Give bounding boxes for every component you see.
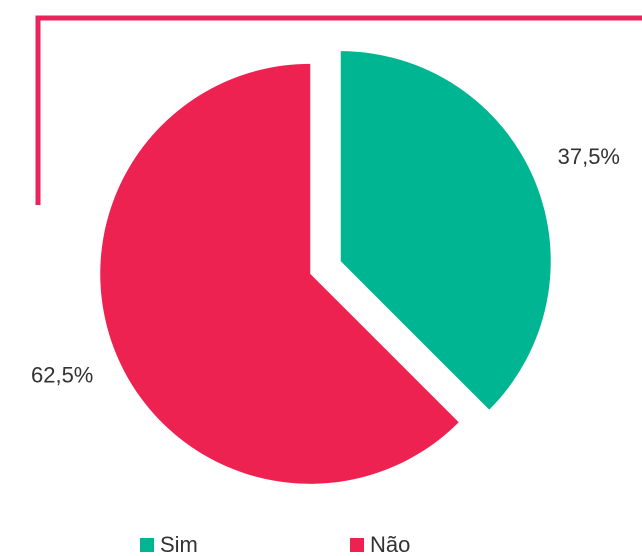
- legend-swatch: [140, 538, 154, 552]
- decorative-frame: [35, 15, 642, 205]
- pie-slice: [340, 51, 551, 410]
- data-label: 62,5%: [31, 362, 93, 387]
- legend-label: Sim: [160, 532, 198, 556]
- legend-swatch: [350, 538, 364, 552]
- data-label: 37,5%: [558, 144, 620, 169]
- legend-label: Não: [370, 532, 410, 556]
- pie-slice: [100, 63, 459, 484]
